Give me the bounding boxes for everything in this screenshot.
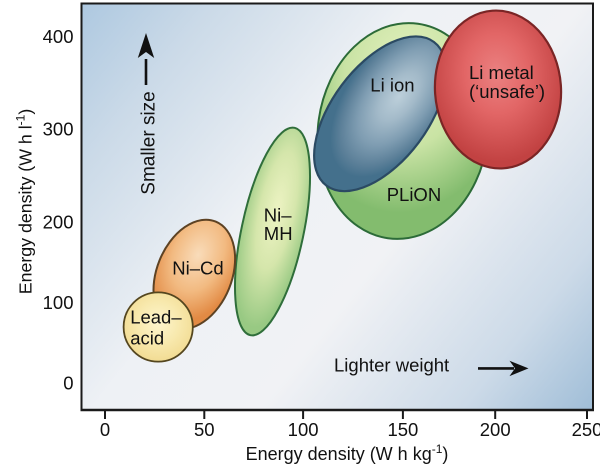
svg-text:300: 300 <box>43 119 74 140</box>
svg-text:400: 400 <box>43 26 74 47</box>
svg-text:Lead–: Lead– <box>130 307 182 328</box>
svg-text:Li metal: Li metal <box>469 62 534 83</box>
svg-text:100: 100 <box>43 292 74 313</box>
svg-text:Lighter weight: Lighter weight <box>334 355 449 376</box>
svg-text:MH: MH <box>264 223 293 244</box>
svg-text:Li ion: Li ion <box>370 74 414 95</box>
svg-text:Energy density (W h kg-1): Energy density (W h kg-1) <box>246 442 449 464</box>
svg-text:Ni–: Ni– <box>264 204 292 225</box>
svg-text:100: 100 <box>288 419 319 440</box>
svg-text:200: 200 <box>43 212 74 233</box>
svg-text:150: 150 <box>387 419 418 440</box>
svg-text:Smaller size: Smaller size <box>139 91 160 194</box>
svg-text:200: 200 <box>480 419 511 440</box>
svg-text:0: 0 <box>63 373 73 394</box>
svg-text:50: 50 <box>194 419 215 440</box>
svg-text:PLiON: PLiON <box>387 184 442 205</box>
svg-text:Energy density (W h l-1): Energy density (W h l-1) <box>13 109 35 295</box>
svg-text:0: 0 <box>100 419 110 440</box>
svg-text:Ni–Cd: Ni–Cd <box>172 258 223 279</box>
svg-text:250: 250 <box>572 419 600 440</box>
svg-text:acid: acid <box>130 328 164 349</box>
svg-text:(‘unsafe’): (‘unsafe’) <box>469 81 545 102</box>
